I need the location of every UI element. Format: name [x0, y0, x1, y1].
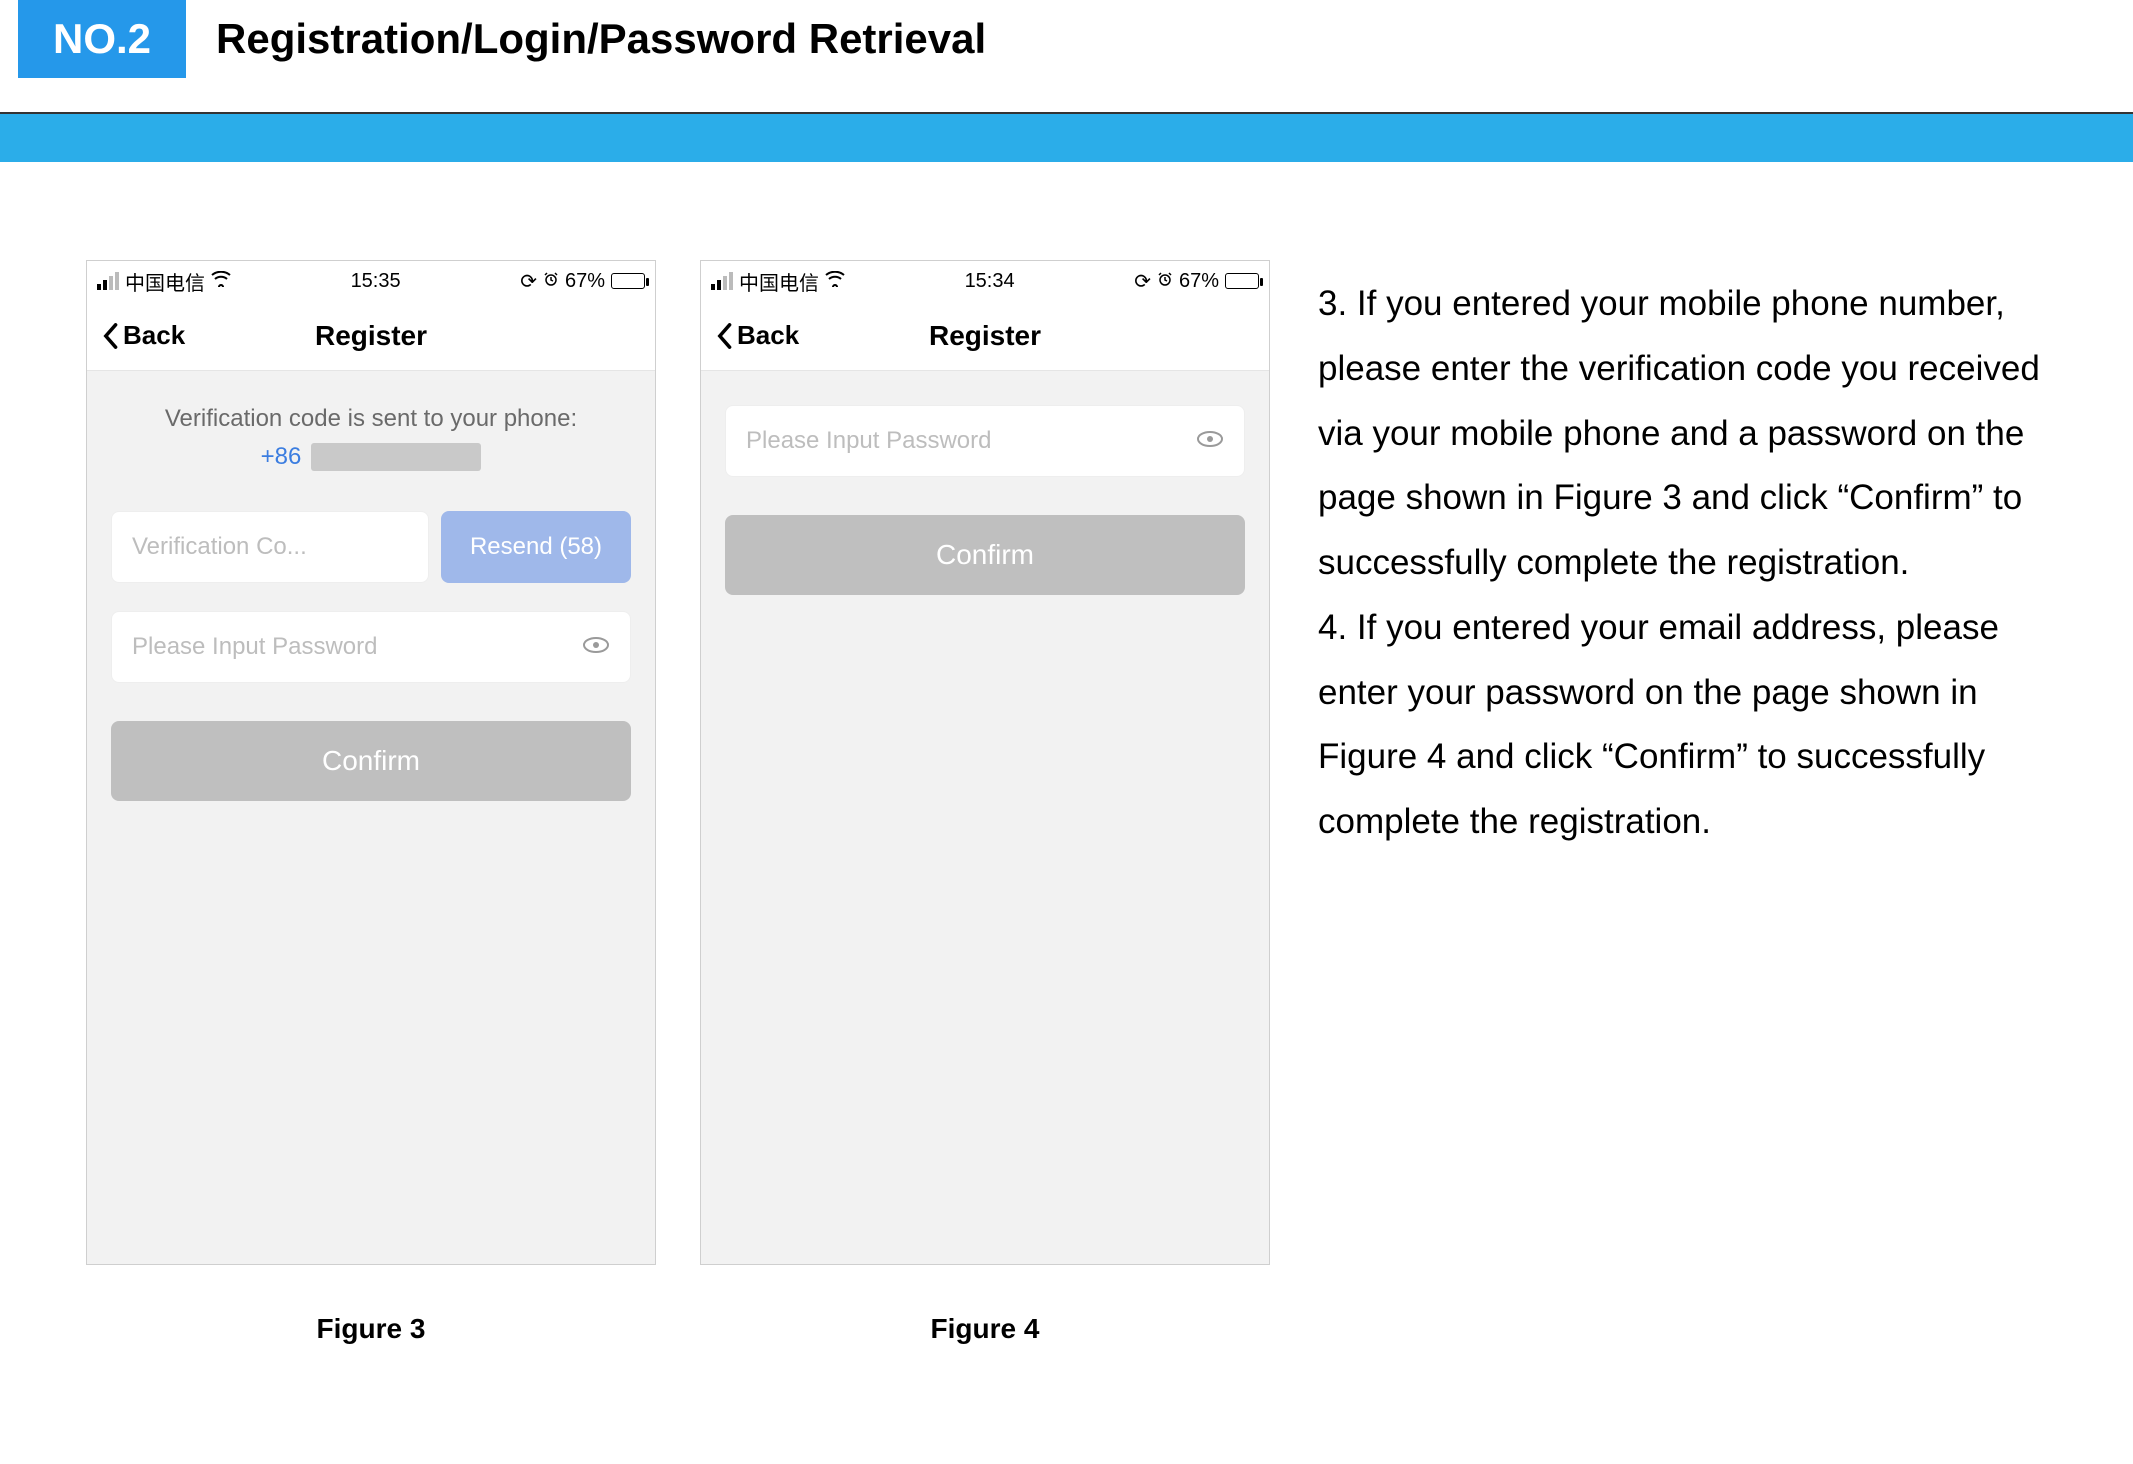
- back-button[interactable]: Back: [715, 320, 799, 351]
- confirm-button[interactable]: Confirm: [725, 515, 1245, 595]
- figure-caption: Figure 3: [317, 1313, 426, 1345]
- nav-title: Register: [315, 320, 427, 352]
- nav-bar: Back Register: [701, 301, 1269, 371]
- instruction-step-3: 3. If you entered your mobile phone numb…: [1318, 272, 2063, 596]
- chevron-left-icon: [101, 322, 119, 350]
- clock: 15:34: [965, 270, 1015, 293]
- alarm-icon: [543, 270, 559, 293]
- phone-figure-4: 中国电信 15:34 ⟳ 67%: [700, 260, 1270, 1265]
- carrier-label: 中国电信: [125, 267, 205, 296]
- instruction-step-4: 4. If you entered your email address, pl…: [1318, 596, 2063, 855]
- verification-row: Verification Co... Resend (58): [111, 511, 631, 583]
- battery-icon: [1225, 273, 1259, 289]
- orientation-lock-icon: ⟳: [1134, 269, 1151, 294]
- alarm-icon: [1157, 270, 1173, 293]
- signal-icon: [97, 272, 119, 290]
- content-area: 中国电信 15:35 ⟳ 67%: [0, 162, 2133, 1345]
- status-right: ⟳ 67%: [520, 269, 645, 294]
- orientation-lock-icon: ⟳: [520, 269, 537, 294]
- instructions-text: 3. If you entered your mobile phone numb…: [1318, 260, 2063, 1345]
- verification-code-input[interactable]: Verification Co...: [111, 511, 429, 583]
- country-code: +86: [261, 443, 302, 471]
- status-left: 中国电信: [97, 267, 231, 296]
- back-label: Back: [123, 320, 185, 351]
- form-body: Verification code is sent to your phone:…: [87, 371, 655, 801]
- signal-icon: [711, 272, 733, 290]
- phone-number-masked: [311, 443, 481, 471]
- clock: 15:35: [351, 270, 401, 293]
- placeholder-text: Verification Co...: [132, 533, 307, 561]
- battery-pct: 67%: [1179, 270, 1219, 293]
- back-button[interactable]: Back: [101, 320, 185, 351]
- phone-figure-3: 中国电信 15:35 ⟳ 67%: [86, 260, 656, 1265]
- battery-pct: 67%: [565, 270, 605, 293]
- eye-icon[interactable]: [1196, 427, 1224, 455]
- figure-3-wrap: 中国电信 15:35 ⟳ 67%: [86, 260, 656, 1345]
- wifi-icon: [825, 271, 845, 292]
- eye-icon[interactable]: [582, 633, 610, 661]
- phone-number-row: +86: [111, 443, 631, 471]
- wifi-icon: [211, 271, 231, 292]
- status-bar: 中国电信 15:35 ⟳ 67%: [87, 261, 655, 301]
- status-left: 中国电信: [711, 267, 845, 296]
- nav-title: Register: [929, 320, 1041, 352]
- form-body: Please Input Password Confirm: [701, 371, 1269, 595]
- divider-band: [0, 112, 2133, 162]
- header: NO.2 Registration/Login/Password Retriev…: [0, 0, 2133, 78]
- status-bar: 中国电信 15:34 ⟳ 67%: [701, 261, 1269, 301]
- carrier-label: 中国电信: [739, 267, 819, 296]
- phone-screenshots: 中国电信 15:35 ⟳ 67%: [86, 260, 1270, 1345]
- chevron-left-icon: [715, 322, 733, 350]
- figure-caption: Figure 4: [931, 1313, 1040, 1345]
- placeholder-text: Please Input Password: [746, 427, 991, 455]
- section-number-badge: NO.2: [18, 0, 186, 78]
- figure-4-wrap: 中国电信 15:34 ⟳ 67%: [700, 260, 1270, 1345]
- password-input[interactable]: Please Input Password: [111, 611, 631, 683]
- section-title: Registration/Login/Password Retrieval: [216, 15, 986, 63]
- battery-icon: [611, 273, 645, 289]
- placeholder-text: Please Input Password: [132, 633, 377, 661]
- confirm-button[interactable]: Confirm: [111, 721, 631, 801]
- password-input[interactable]: Please Input Password: [725, 405, 1245, 477]
- back-label: Back: [737, 320, 799, 351]
- status-right: ⟳ 67%: [1134, 269, 1259, 294]
- resend-button[interactable]: Resend (58): [441, 511, 631, 583]
- nav-bar: Back Register: [87, 301, 655, 371]
- sent-message: Verification code is sent to your phone:: [111, 405, 631, 433]
